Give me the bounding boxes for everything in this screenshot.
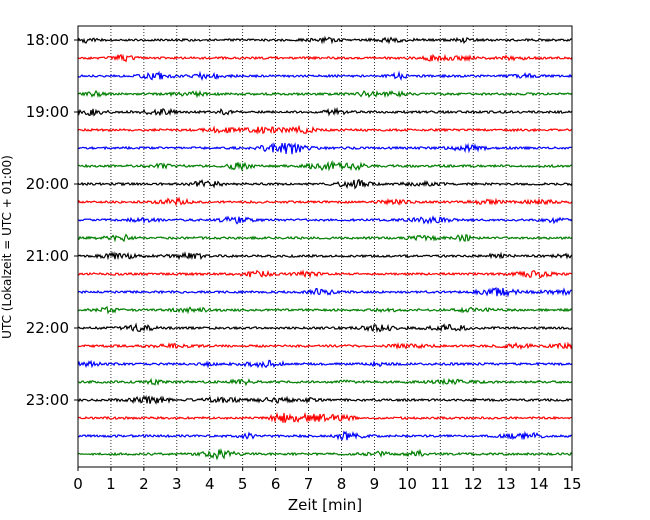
x-tick-label: 13: [497, 475, 516, 493]
trace-line: [77, 287, 573, 298]
x-tick-label: 11: [431, 475, 450, 493]
trace-line: [77, 341, 573, 351]
x-tick-label: 5: [238, 475, 248, 493]
plot-frame: [77, 25, 573, 468]
trace-line: [77, 178, 573, 190]
x-tick-label: 15: [562, 475, 581, 493]
trace-line: [77, 124, 573, 135]
x-tick-label: 10: [398, 475, 417, 493]
x-tick-label: 9: [370, 475, 380, 493]
trace-line: [77, 215, 573, 225]
x-axis: 0 1 2 3 4 5 6 7 8 9 10 11 12 13 14 15: [73, 467, 582, 493]
trace-line: [77, 411, 573, 424]
trace-line: [77, 430, 573, 441]
x-tick-label: 0: [73, 475, 83, 493]
y-axis-title: UTC (Lokalzeit = UTC + 01:00): [0, 155, 14, 339]
x-tick-label: 8: [337, 475, 347, 493]
trace-line: [77, 35, 573, 45]
trace-line: [77, 394, 573, 405]
x-tick-label: 3: [172, 475, 182, 493]
x-tick-label: 6: [271, 475, 281, 493]
y-tick-label: 21:00: [26, 247, 69, 265]
trace-line: [77, 251, 573, 261]
y-tick-label: 23:00: [26, 391, 69, 409]
trace-line: [77, 269, 573, 279]
y-tick-label: 20:00: [26, 175, 69, 193]
y-tick-label: 19:00: [26, 103, 69, 121]
trace-line: [77, 141, 573, 155]
x-axis-title: Zeit [min]: [288, 496, 362, 514]
trace-line: [77, 322, 573, 334]
x-tick-label: 4: [205, 475, 215, 493]
y-tick-label: 18:00: [26, 31, 69, 49]
trace-line: [77, 359, 573, 369]
y-axis: 18:00 19:00 20:00 21:00 22:00 23:00: [26, 31, 78, 409]
trace-line: [77, 233, 573, 243]
y-tick-label: 22:00: [26, 319, 69, 337]
trace-line: [77, 377, 573, 387]
trace-line: [77, 448, 573, 461]
trace-line: [77, 196, 573, 207]
x-tick-label: 2: [139, 475, 149, 493]
x-tick-label: 1: [106, 475, 116, 493]
x-tick-label: 14: [530, 475, 549, 493]
trace-line: [77, 160, 573, 172]
x-tick-label: 12: [464, 475, 483, 493]
trace-line: [77, 53, 573, 63]
trace-group: [77, 35, 573, 461]
trace-line: [77, 106, 573, 117]
trace-line: [77, 306, 573, 315]
x-tick-label: 7: [304, 475, 314, 493]
trace-line: [77, 70, 573, 81]
trace-line: [77, 89, 573, 99]
